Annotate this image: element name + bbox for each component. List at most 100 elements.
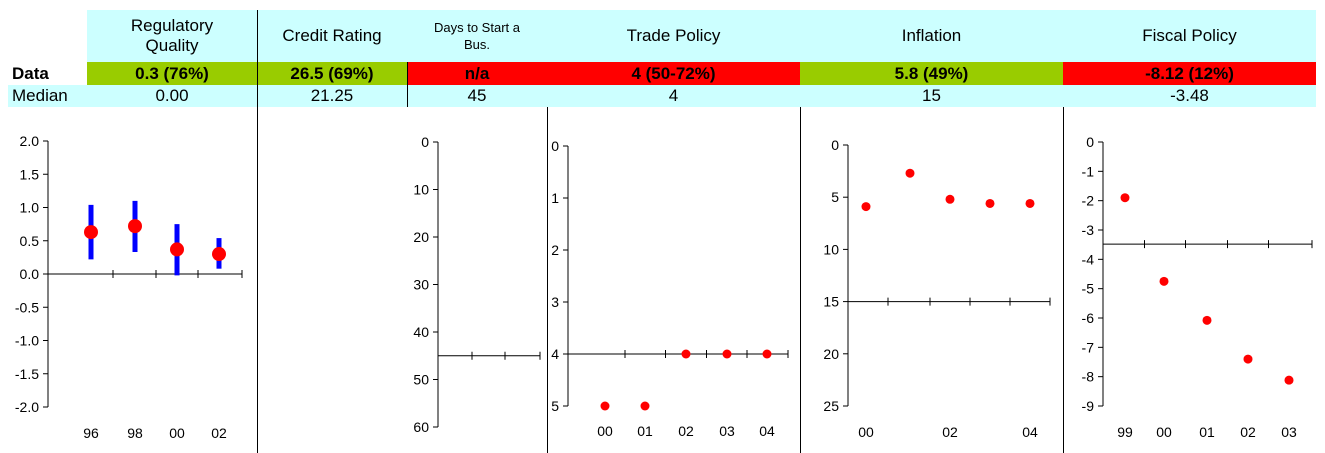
- days_to_start-y-tick-label: 0: [421, 134, 429, 150]
- header-credit-label: Credit Rating: [282, 26, 382, 45]
- regulatory-x-label: 96: [83, 425, 99, 441]
- regulatory-y-tick-label: 1.5: [20, 166, 40, 182]
- median-regulatory: 0.00: [87, 85, 257, 107]
- fiscal-data-point: [1243, 354, 1253, 364]
- header-inflation-label: Inflation: [901, 26, 962, 45]
- regulatory-y-tick-label: -1.0: [15, 333, 39, 349]
- header-days: Days to Start a Bus.: [407, 10, 547, 62]
- header-fiscal: Fiscal Policy: [1063, 10, 1316, 62]
- header-credit: Credit Rating: [257, 10, 407, 62]
- median-trade: 4: [547, 85, 800, 107]
- median-fiscal: -3.48: [1063, 85, 1316, 107]
- inflation-data-point: [905, 168, 915, 178]
- header-days-label: Days to Start a Bus.: [434, 20, 520, 52]
- fiscal-x-label: 99: [1117, 424, 1133, 440]
- inflation-y-tick-label: 20: [823, 346, 839, 362]
- regulatory-x-label: 98: [127, 425, 143, 441]
- trade-data-point: [600, 401, 610, 411]
- header-regulatory: Regulatory Quality: [87, 10, 257, 62]
- trade-y-tick-label: 2: [551, 242, 559, 258]
- fiscal-y-tick-label: -9: [1082, 398, 1095, 414]
- days_to_start-y-tick-label: 30: [413, 277, 429, 293]
- trade-x-label: 02: [678, 423, 694, 439]
- header-fiscal-label: Fiscal Policy: [1142, 26, 1237, 45]
- data-regulatory: 0.3 (76%): [87, 62, 257, 85]
- trade-y-tick-label: 5: [551, 398, 559, 414]
- trade-y-tick-label: 3: [551, 294, 559, 310]
- regulatory-data-point: [84, 225, 98, 240]
- inflation-x-label: 02: [942, 424, 958, 440]
- header-trade-label: Trade Policy: [626, 26, 721, 45]
- days_to_start-y-tick-label: 10: [413, 182, 429, 198]
- fiscal-y-tick-label: -2: [1082, 193, 1095, 209]
- regulatory-y-tick-label: -2.0: [15, 399, 39, 415]
- separator-2: [407, 62, 408, 107]
- trade-data-point: [722, 349, 732, 359]
- regulatory-data-point: [170, 242, 184, 257]
- data-inflation: 5.8 (49%): [800, 62, 1063, 85]
- regulatory-y-tick-label: 0.0: [20, 266, 40, 282]
- inflation-y-tick-label: 0: [831, 137, 839, 153]
- data-row-label: Data: [8, 62, 87, 85]
- separator-4: [800, 107, 801, 453]
- fiscal-y-tick-label: -4: [1082, 251, 1095, 267]
- inflation-data-point: [1025, 198, 1035, 208]
- fiscal-y-tick-label: -5: [1082, 281, 1095, 297]
- fiscal-data-point: [1202, 315, 1212, 325]
- data-credit: 26.5 (69%): [257, 62, 407, 85]
- inflation-y-tick-label: 15: [823, 294, 839, 310]
- fiscal-y-tick-label: 0: [1086, 134, 1094, 150]
- regulatory-y-tick-label: 2.0: [20, 133, 40, 149]
- fiscal-y-tick-label: -6: [1082, 310, 1095, 326]
- median-inflation: 15: [800, 85, 1063, 107]
- header-trade: Trade Policy: [547, 10, 800, 62]
- days_to_start-y-tick-label: 50: [413, 372, 429, 388]
- inflation-x-label: 04: [1022, 424, 1038, 440]
- fiscal-data-point: [1284, 375, 1294, 385]
- trade-data-point: [762, 349, 772, 359]
- trade-y-tick-label: 0: [551, 138, 559, 154]
- days_to_start-y-tick-label: 40: [413, 324, 429, 340]
- fiscal-data-point: [1120, 193, 1130, 203]
- trade-y-tick-label: 4: [551, 346, 559, 362]
- median-row-label: Median: [8, 85, 87, 107]
- data-days: n/a: [407, 62, 547, 85]
- trade-x-label: 01: [637, 423, 653, 439]
- separator-1: [257, 10, 258, 453]
- days_to_start-y-tick-label: 20: [413, 229, 429, 245]
- inflation-data-point: [861, 202, 871, 212]
- regulatory-y-tick-label: -0.5: [15, 299, 39, 315]
- regulatory-y-tick-label: -1.5: [15, 366, 39, 382]
- trade-x-label: 03: [719, 423, 735, 439]
- fiscal-x-label: 01: [1199, 424, 1215, 440]
- inflation-data-point: [945, 194, 955, 204]
- inflation-y-tick-label: 25: [823, 398, 839, 414]
- trade-y-tick-label: 1: [551, 190, 559, 206]
- header-inflation: Inflation: [800, 10, 1063, 62]
- separator-5: [1063, 107, 1064, 453]
- inflation-y-tick-label: 10: [823, 241, 839, 257]
- fiscal-data-point: [1159, 276, 1169, 286]
- fiscal-x-label: 00: [1156, 424, 1172, 440]
- fiscal-y-tick-label: -1: [1082, 163, 1095, 179]
- regulatory-data-point: [212, 247, 226, 262]
- header-regulatory-label: Regulatory Quality: [130, 16, 214, 55]
- inflation-y-tick-label: 5: [831, 189, 839, 205]
- regulatory-x-label: 02: [211, 425, 227, 441]
- days_to_start-y-tick-label: 60: [413, 419, 429, 435]
- median-credit: 21.25: [257, 85, 407, 107]
- inflation-data-point: [985, 198, 995, 208]
- trade-data-point: [640, 401, 650, 411]
- trade-data-point: [681, 349, 691, 359]
- trade-x-label: 00: [597, 423, 613, 439]
- regulatory-y-tick-label: 1.0: [20, 200, 40, 216]
- fiscal-x-label: 03: [1281, 424, 1297, 440]
- fiscal-y-tick-label: -8: [1082, 369, 1095, 385]
- fiscal-y-tick-label: -7: [1082, 339, 1095, 355]
- separator-3: [547, 107, 548, 453]
- data-trade: 4 (50-72%): [547, 62, 800, 85]
- regulatory-x-label: 00: [169, 425, 185, 441]
- fiscal-y-tick-label: -3: [1082, 222, 1095, 238]
- regulatory-data-point: [128, 219, 142, 234]
